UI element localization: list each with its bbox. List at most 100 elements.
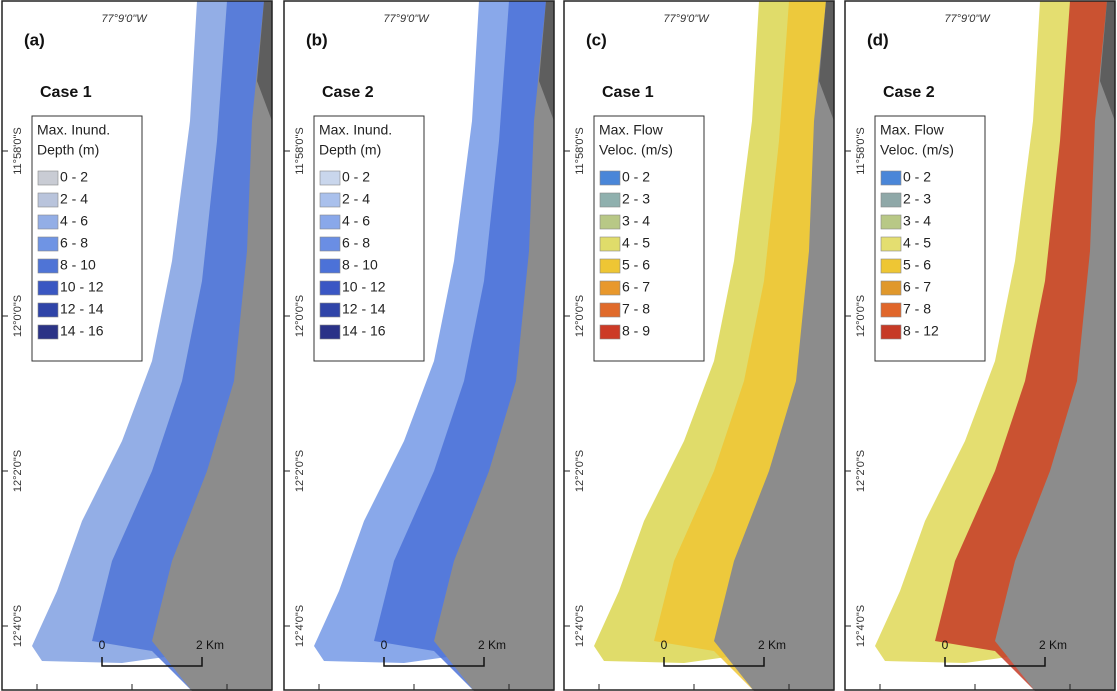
legend-label: 0 - 2 xyxy=(342,169,370,185)
legend-swatch xyxy=(600,325,620,339)
scale-end: 2 Km xyxy=(478,638,506,652)
legend-label: 5 - 6 xyxy=(903,257,931,273)
legend-label: 0 - 2 xyxy=(60,169,88,185)
legend-swatch xyxy=(881,325,901,339)
lon-label: 77°9'0"W xyxy=(663,13,710,25)
legend-label: 10 - 12 xyxy=(60,279,104,295)
scale-start: 0 xyxy=(661,638,668,652)
legend-swatch xyxy=(38,325,58,339)
legend-label: 6 - 8 xyxy=(342,235,370,251)
legend-swatch xyxy=(320,193,340,207)
lat-label: 12°2'0"S xyxy=(12,450,24,492)
legend-title: Max. Inund. xyxy=(319,122,392,138)
scale-end: 2 Km xyxy=(196,638,224,652)
lon-label: 77°9'0"W xyxy=(101,13,148,25)
legend-title: Max. Flow xyxy=(880,122,945,138)
legend-swatch xyxy=(881,215,901,229)
legend-label: 3 - 4 xyxy=(622,213,650,229)
scale-start: 0 xyxy=(99,638,106,652)
panel-label: (b) xyxy=(306,30,328,49)
legend-swatch xyxy=(600,193,620,207)
legend-title: Max. Inund. xyxy=(37,122,110,138)
legend-swatch xyxy=(881,303,901,317)
legend-label: 6 - 8 xyxy=(60,235,88,251)
legend-label: 10 - 12 xyxy=(342,279,386,295)
legend-title: Depth (m) xyxy=(37,142,99,158)
scale-end: 2 Km xyxy=(758,638,786,652)
panel-label: (c) xyxy=(586,30,607,49)
lat-label: 11°58'0"S xyxy=(12,127,24,175)
map-panel: (b)77°9'0"W11°58'0"S12°0'0"S12°2'0"S12°4… xyxy=(284,1,554,691)
figure: (a) 77°9'0"W 11°58'0"S 12°0'0"S 12°2'0"S 12°4… xyxy=(0,0,1117,691)
lat-label: 12°4'0"S xyxy=(574,605,586,647)
legend-label: 7 - 8 xyxy=(903,301,931,317)
legend-label: 5 - 6 xyxy=(622,257,650,273)
legend-swatch xyxy=(881,281,901,295)
legend-swatch xyxy=(881,171,901,185)
legend-swatch xyxy=(320,303,340,317)
legend-swatch xyxy=(320,171,340,185)
lat-label: 12°0'0"S xyxy=(12,295,24,337)
legend-swatch xyxy=(38,237,58,251)
scale-end: 2 Km xyxy=(1039,638,1067,652)
legend-swatch xyxy=(600,303,620,317)
legend-label: 3 - 4 xyxy=(903,213,931,229)
legend-title: Veloc. (m/s) xyxy=(599,142,673,158)
legend-label: 6 - 7 xyxy=(903,279,931,295)
legend-swatch xyxy=(38,281,58,295)
legend-label: 4 - 5 xyxy=(903,235,931,251)
legend-label: 8 - 12 xyxy=(903,323,939,339)
legend-label: 2 - 3 xyxy=(622,191,650,207)
legend-swatch xyxy=(600,215,620,229)
panel-label: (d) xyxy=(867,30,889,49)
panel-label: (a) xyxy=(24,30,45,49)
legend-swatch xyxy=(320,215,340,229)
legend-swatch xyxy=(600,171,620,185)
lat-label: 12°4'0"S xyxy=(855,605,867,647)
legend-label: 4 - 6 xyxy=(60,213,88,229)
legend-swatch xyxy=(320,325,340,339)
legend-label: 4 - 6 xyxy=(342,213,370,229)
map-panel: (d) 77°9'0"W 11°58'0"S 12°0'0"S 12°2'0"S 12°4… xyxy=(845,1,1115,691)
legend-label: 12 - 14 xyxy=(342,301,386,317)
case-title: Case 2 xyxy=(322,84,374,101)
legend-label: 8 - 9 xyxy=(622,323,650,339)
legend-label: 12 - 14 xyxy=(60,301,104,317)
lat-label: 11°58'0"S xyxy=(294,127,306,175)
legend-swatch xyxy=(881,237,901,251)
legend-label: 2 - 3 xyxy=(903,191,931,207)
lon-label: 77°9'0"W xyxy=(944,13,991,25)
legend-swatch xyxy=(38,193,58,207)
lon-label: 77°9'0"W xyxy=(383,13,430,25)
legend-swatch xyxy=(600,281,620,295)
case-title: Case 2 xyxy=(883,84,935,101)
lat-label: 12°2'0"S xyxy=(855,450,867,492)
legend-swatch xyxy=(881,259,901,273)
legend-label: 6 - 7 xyxy=(622,279,650,295)
legend-label: 7 - 8 xyxy=(622,301,650,317)
map-panel: (c)77°9'0"W11°58'0"S12°0'0"S12°2'0"S12°4… xyxy=(564,1,834,691)
scale-start: 0 xyxy=(942,638,949,652)
legend-swatch xyxy=(38,303,58,317)
legend-label: 4 - 5 xyxy=(622,235,650,251)
lat-label: 12°0'0"S xyxy=(855,295,867,337)
scale-start: 0 xyxy=(381,638,388,652)
legend-title: Veloc. (m/s) xyxy=(880,142,954,158)
legend-title: Max. Flow xyxy=(599,122,664,138)
legend-label: 2 - 4 xyxy=(60,191,88,207)
legend-swatch xyxy=(38,215,58,229)
lat-label: 12°2'0"S xyxy=(574,450,586,492)
legend-swatch xyxy=(600,259,620,273)
case-title: Case 1 xyxy=(602,84,654,101)
legend-swatch xyxy=(38,259,58,273)
lat-label: 11°58'0"S xyxy=(574,127,586,175)
legend-label: 0 - 2 xyxy=(903,169,931,185)
lat-label: 12°4'0"S xyxy=(12,605,24,647)
legend-label: 14 - 16 xyxy=(60,323,104,339)
legend-swatch xyxy=(881,193,901,207)
lat-label: 11°58'0"S xyxy=(855,127,867,175)
lat-label: 12°2'0"S xyxy=(294,450,306,492)
legend-swatch xyxy=(600,237,620,251)
legend-title: Depth (m) xyxy=(319,142,381,158)
legend-swatch xyxy=(320,237,340,251)
